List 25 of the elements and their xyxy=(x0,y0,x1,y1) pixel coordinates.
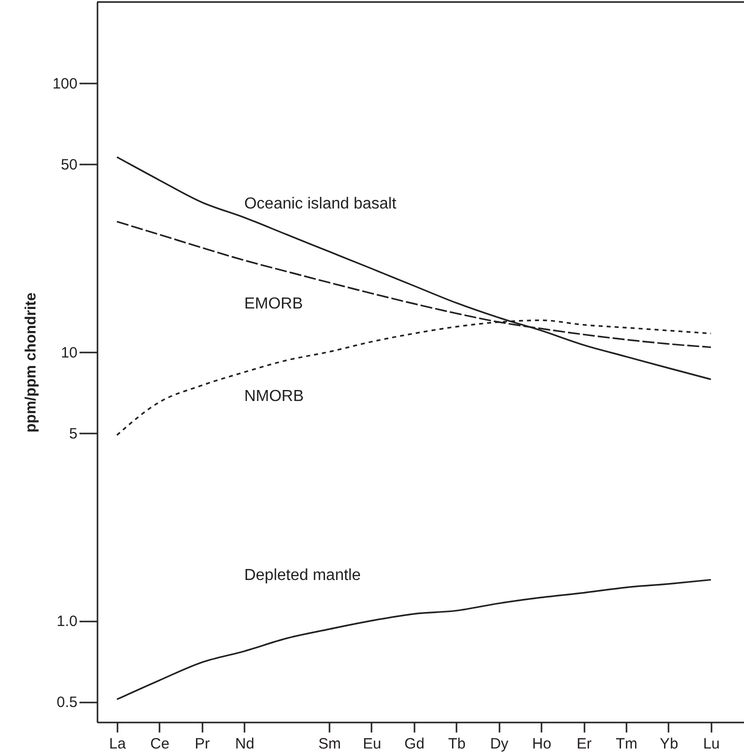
x-tick-label: Yb xyxy=(660,736,678,752)
x-tick-label: Tm xyxy=(616,736,638,752)
x-tick-label: Sm xyxy=(318,736,341,752)
y-tick-label: 50 xyxy=(60,156,78,174)
y-axis-title: ppm/ppm chondrite xyxy=(22,292,40,432)
series-label: Oceanic island basalt xyxy=(244,195,397,212)
x-tick-label: Gd xyxy=(404,736,424,752)
series-label: NMORB xyxy=(244,388,304,406)
x-tick-label: Ho xyxy=(532,736,552,752)
y-tick-label: 1.0 xyxy=(56,613,78,630)
text: Depleted mantle xyxy=(244,567,361,584)
x-tick-label: La xyxy=(109,736,126,752)
x-tick-label: Pr xyxy=(194,736,210,752)
y-tick-label: 5 xyxy=(69,425,78,442)
y-tick-label: 10 xyxy=(60,344,78,362)
x-tick-label: Ce xyxy=(150,736,170,752)
y-tick-label: 100 xyxy=(52,75,78,92)
x-tick-label: Er xyxy=(576,736,592,752)
series-label: EMORB xyxy=(244,295,303,312)
y-tick-label: 0.5 xyxy=(56,694,78,712)
x-tick-label: Tb xyxy=(448,736,466,752)
x-tick-label: Lu xyxy=(703,736,720,752)
x-tick-label: Nd xyxy=(235,736,254,752)
x-tick-label: Dy xyxy=(490,736,509,752)
x-tick-label: Eu xyxy=(362,736,382,752)
